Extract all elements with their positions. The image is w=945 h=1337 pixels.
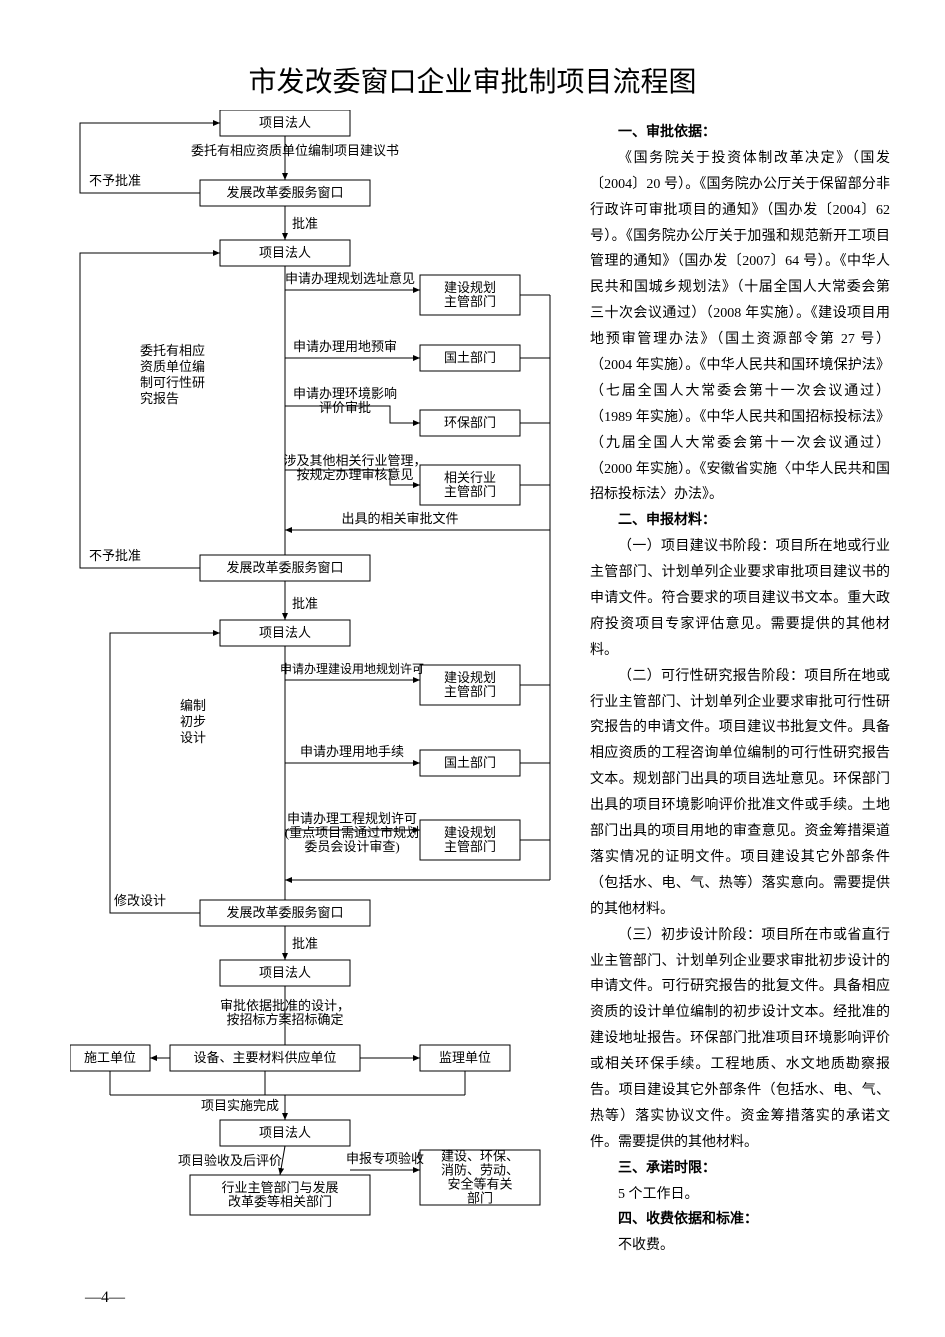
flow-node-label: 发展改革委服务窗口 xyxy=(226,905,343,920)
flow-edge-label: 按招标方案招标确定 xyxy=(226,1012,343,1027)
flow-node-label: 国土部门 xyxy=(444,350,496,365)
flow-node-label: 项目法人 xyxy=(259,115,311,130)
flow-node-label: 部门 xyxy=(467,1191,493,1206)
flow-node-label: 项目法人 xyxy=(259,965,311,980)
flow-edge-label: 评价审批 xyxy=(319,400,371,415)
flow-node-label: 相关行业 xyxy=(444,470,496,485)
flow-node-label: 主管部门 xyxy=(444,294,496,309)
flow-side-label: 制可行性研 xyxy=(140,375,205,390)
flow-node-label: 发展改革委服务窗口 xyxy=(226,185,343,200)
flow-node-label: 监理单位 xyxy=(439,1050,491,1065)
flow-node-label: 项目法人 xyxy=(259,1125,311,1140)
section-body: 《国务院关于投资体制改革决定》（国发〔2004〕20 号）。《国务院办公厅关于保… xyxy=(590,146,890,508)
flow-edge-label: 按规定办理审核意见 xyxy=(296,467,413,482)
flow-node-label: 环保部门 xyxy=(444,415,496,430)
flow-side-label: 资质单位编 xyxy=(140,359,205,374)
flow-edge-label: 批准 xyxy=(292,216,318,231)
flow-edge-label: 委托有相应资质单位编制项目建议书 xyxy=(191,143,399,158)
section-body: 5 个工作日。 xyxy=(590,1182,890,1208)
section-paragraph: （一）项目建议书阶段：项目所在地或行业主管部门、计划单列企业要求审批项目建议书的… xyxy=(590,534,890,663)
section-paragraph: （三）初步设计阶段：项目所在市或省直行业主管部门、计划单列企业要求审批初步设计的… xyxy=(590,923,890,1156)
flow-side-label: 编制 xyxy=(180,698,206,713)
page-number: —4— xyxy=(85,1289,125,1307)
flow-edge-label: 审批依据批准的设计， xyxy=(220,998,350,1013)
flow-node-label: 建设规划 xyxy=(444,825,496,840)
flow-edge-label: 修改设计 xyxy=(114,893,166,908)
flow-edge-label: 项目实施完成 xyxy=(201,1098,279,1113)
flow-node-label: 改革委等相关部门 xyxy=(228,1194,332,1209)
flow-edge-label: 申请办理环境影响 xyxy=(293,386,397,401)
flow-node-label: 建设规划 xyxy=(444,280,496,295)
flow-edge-label: 申请办理用地手续 xyxy=(300,744,404,759)
flow-edge-label: 项目验收及后评价 xyxy=(178,1153,282,1168)
flow-edge-label: 批准 xyxy=(292,596,318,611)
flow-side-label: 初步 xyxy=(180,714,206,729)
flow-node-label: 国土部门 xyxy=(444,755,496,770)
flow-edge-label: 申请办理工程规划许可 xyxy=(287,811,417,826)
flow-node-label: 行业主管部门与发展 xyxy=(221,1180,338,1195)
flow-side-label: 委托有相应 xyxy=(140,343,205,358)
flow-node-label: 安全等有关 xyxy=(447,1177,512,1192)
flow-node-label: 发展改革委服务窗口 xyxy=(226,560,343,575)
flowchart-svg: 项目法人发展改革委服务窗口项目法人建设规划主管部门国土部门环保部门相关行业主管部… xyxy=(70,110,570,1280)
flow-edge-label: 委员会设计审查) xyxy=(304,839,399,854)
flow-node-label: 项目法人 xyxy=(259,625,311,640)
flow-side-label: 究报告 xyxy=(140,391,179,406)
flow-edge-label: 申请办理用地预审 xyxy=(293,339,397,354)
flow-edge xyxy=(110,633,220,913)
flow-edge xyxy=(80,253,220,568)
flow-node-label: 主管部门 xyxy=(444,684,496,699)
flow-node-label: 建设、环保、 xyxy=(441,1149,519,1164)
flow-edge-label: 不予批准 xyxy=(89,548,141,563)
flow-edge-label: (重点项目需通过市规划 xyxy=(285,825,419,840)
flow-node-label: 建设规划 xyxy=(444,670,496,685)
flow-edge-label: 申报专项验收 xyxy=(346,1151,424,1166)
section-body: 不收费。 xyxy=(590,1233,890,1259)
section-heading: 三、承诺时限： xyxy=(590,1156,890,1182)
flow-edge-label: 申请办理建设用地规划许可 xyxy=(280,661,424,676)
flow-node-label: 设备、主要材料供应单位 xyxy=(193,1050,336,1065)
flow-edge-label: 出具的相关审批文件 xyxy=(341,511,458,526)
page-title: 市发改委窗口企业审批制项目流程图 xyxy=(0,60,945,100)
section-heading: 二、申报材料： xyxy=(590,508,890,534)
flow-side-label: 设计 xyxy=(180,730,206,745)
flow-edge-label: 不予批准 xyxy=(89,173,141,188)
flow-node-label: 主管部门 xyxy=(444,839,496,854)
flow-node-label: 施工单位 xyxy=(84,1050,136,1065)
flow-node-label: 消防、劳动、 xyxy=(441,1163,519,1178)
flow-edge-label: 涉及其他相关行业管理， xyxy=(283,453,426,468)
section-paragraph: （二）可行性研究报告阶段：项目所在地或行业主管部门、计划单列企业要求审批可行性研… xyxy=(590,664,890,923)
flow-edge-label: 申请办理规划选址意见 xyxy=(285,271,415,286)
flow-edge xyxy=(520,295,550,880)
flow-node-label: 主管部门 xyxy=(444,484,496,499)
page: 市发改委窗口企业审批制项目流程图 项目法人发展改革委服务窗口项目法人建设规划主管… xyxy=(0,0,945,1337)
flow-edge-label: 批准 xyxy=(292,936,318,951)
section-heading: 一、审批依据： xyxy=(590,120,890,146)
flowchart: 项目法人发展改革委服务窗口项目法人建设规划主管部门国土部门环保部门相关行业主管部… xyxy=(70,110,570,1280)
sidebar-text: 一、审批依据：《国务院关于投资体制改革决定》（国发〔2004〕20 号）。《国务… xyxy=(590,120,890,1259)
flow-edge xyxy=(520,295,550,530)
section-heading: 四、收费依据和标准： xyxy=(590,1207,890,1233)
flow-node-label: 项目法人 xyxy=(259,245,311,260)
